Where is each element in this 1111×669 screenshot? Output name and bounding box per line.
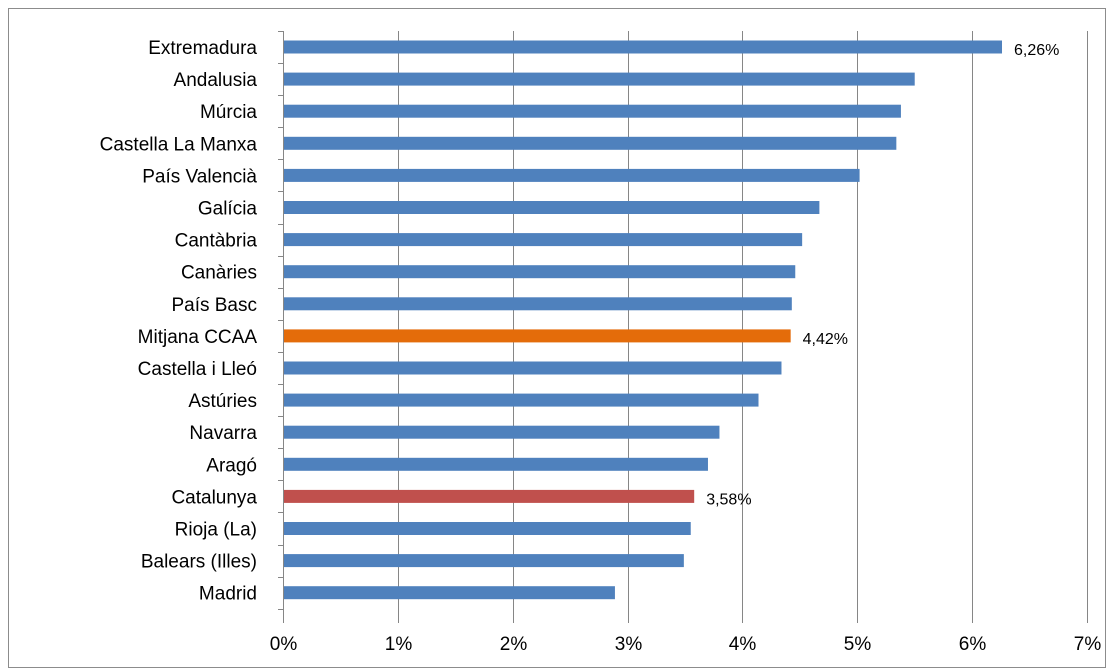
data-label-2: 3,58%: [706, 491, 751, 508]
bar-12: [284, 425, 720, 439]
bar-15: [284, 522, 691, 535]
bar-14: [284, 489, 695, 503]
data-label-0: 6,26%: [1014, 42, 1059, 59]
bar-3: [284, 136, 897, 150]
x-tick-label-7: 7%: [1074, 634, 1102, 655]
category-label-14: Catalunya: [171, 487, 257, 508]
category-label-13: Aragó: [206, 455, 257, 476]
bar-2: [284, 104, 901, 118]
x-tick-label-4: 4%: [729, 634, 757, 655]
category-label-3: Castella La Manxa: [100, 134, 258, 155]
category-label-8: País Basc: [171, 295, 257, 316]
category-label-15: Rioja (La): [175, 520, 257, 541]
category-label-1: Andalusia: [174, 70, 258, 91]
bar-13: [284, 457, 708, 471]
bar-8: [284, 297, 792, 311]
bar-11: [284, 393, 759, 407]
x-tick-label-6: 6%: [959, 634, 987, 655]
category-label-7: Canàries: [181, 263, 257, 284]
x-tick-label-5: 5%: [844, 634, 872, 655]
category-label-6: Cantàbria: [175, 231, 258, 252]
bar-0: [284, 40, 1003, 54]
bar-7: [284, 265, 796, 279]
gridlines: [278, 31, 1088, 623]
category-label-9: Mitjana CCAA: [138, 327, 258, 348]
category-label-10: Castella i Lleó: [138, 359, 257, 380]
bar-9: [284, 329, 791, 343]
category-label-16: Balears (Illes): [141, 552, 257, 573]
bar-10: [284, 361, 782, 375]
data-label-1: 4,42%: [803, 331, 848, 348]
bar-17: [284, 586, 615, 600]
x-tick-label-0: 0%: [270, 634, 298, 655]
category-labels: Extremadura Andalusia Múrcia Castella La Ma…: [100, 38, 258, 605]
bars: [284, 40, 1003, 600]
bar-1: [284, 72, 915, 86]
category-label-5: Galícia: [198, 199, 258, 220]
x-axis-tick-labels: 0% 1% 2% 3% 4% 5% 6% 7%: [270, 634, 1102, 655]
bar-4: [284, 168, 860, 182]
category-label-0: Extremadura: [148, 38, 257, 59]
x-tick-label-2: 2%: [500, 634, 528, 655]
category-label-2: Múrcia: [200, 102, 257, 123]
chart-frame: Extremadura Andalusia Múrcia Castella La Ma…: [8, 8, 1106, 668]
x-tick-label-1: 1%: [385, 634, 413, 655]
bar-6: [284, 233, 803, 247]
data-labels: 6,26% 4,42% 3,58%: [706, 42, 1059, 508]
category-label-11: Astúries: [188, 391, 257, 412]
bar-16: [284, 554, 684, 568]
category-label-12: Navarra: [189, 423, 257, 444]
x-tick-label-3: 3%: [615, 634, 643, 655]
category-label-4: País Valencià: [142, 166, 257, 187]
bar-chart: Extremadura Andalusia Múrcia Castella La Ma…: [100, 31, 1102, 655]
bar-5: [284, 201, 820, 214]
category-label-17: Madrid: [199, 584, 257, 605]
